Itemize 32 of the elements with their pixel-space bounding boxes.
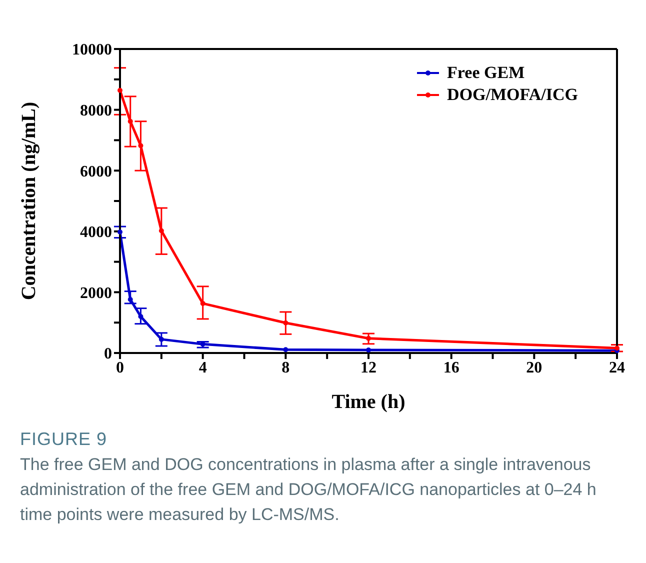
point [158, 228, 164, 234]
caption: FIGURE 9 [20, 429, 108, 450]
point [138, 314, 144, 320]
x-tick-label: 24 [609, 359, 625, 376]
x-axis-title: Time (h) [332, 391, 406, 413]
point [366, 347, 371, 352]
y-tick-label: 10000 [72, 42, 112, 59]
y-tick-label: 0 [104, 346, 112, 363]
y-tick-label: 6000 [80, 163, 112, 180]
x-tick-label: 16 [443, 359, 460, 376]
point [138, 143, 144, 148]
point [200, 300, 206, 306]
point [128, 118, 133, 124]
x-tick-label: 8 [282, 359, 290, 376]
x-tick-label: 20 [526, 359, 542, 376]
point [128, 296, 133, 302]
x-tick-label: 0 [116, 359, 124, 376]
legend-label: Free GEM [447, 63, 525, 83]
point [158, 336, 164, 342]
point [366, 336, 371, 341]
legend-label: DOG/MOFA/ICG [447, 85, 578, 105]
x-tick-label: 12 [360, 359, 376, 376]
point [118, 230, 122, 235]
y-tick-label: 4000 [80, 224, 112, 242]
y-tick-label: 2000 [80, 284, 112, 302]
y-axis-title: Concentration (ng/mL) [18, 102, 40, 300]
point [283, 347, 288, 352]
y-tick-label: 8000 [80, 102, 112, 120]
point [283, 320, 288, 326]
x-tick-label: 4 [198, 359, 207, 376]
point [118, 88, 122, 93]
text: The free GEM and DOG concentrations in plasma after a single intravenous administration of the free GEM and DOG/MOFA/ICG nanoparticles at 0–24 h time points were measured by LC-MS/MS. [20, 454, 598, 526]
